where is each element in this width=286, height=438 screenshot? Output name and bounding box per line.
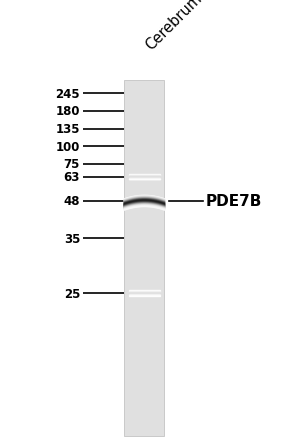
Text: Cerebrum: Cerebrum xyxy=(142,0,204,53)
Text: 63: 63 xyxy=(64,171,80,184)
Text: 35: 35 xyxy=(64,232,80,245)
Text: 245: 245 xyxy=(55,88,80,101)
Bar xyxy=(124,81,164,436)
Text: 135: 135 xyxy=(55,123,80,136)
Text: 48: 48 xyxy=(63,195,80,208)
Text: 100: 100 xyxy=(56,140,80,153)
Text: 180: 180 xyxy=(55,105,80,118)
Text: 25: 25 xyxy=(64,287,80,300)
Text: 75: 75 xyxy=(64,158,80,171)
Text: PDE7B: PDE7B xyxy=(206,194,262,209)
